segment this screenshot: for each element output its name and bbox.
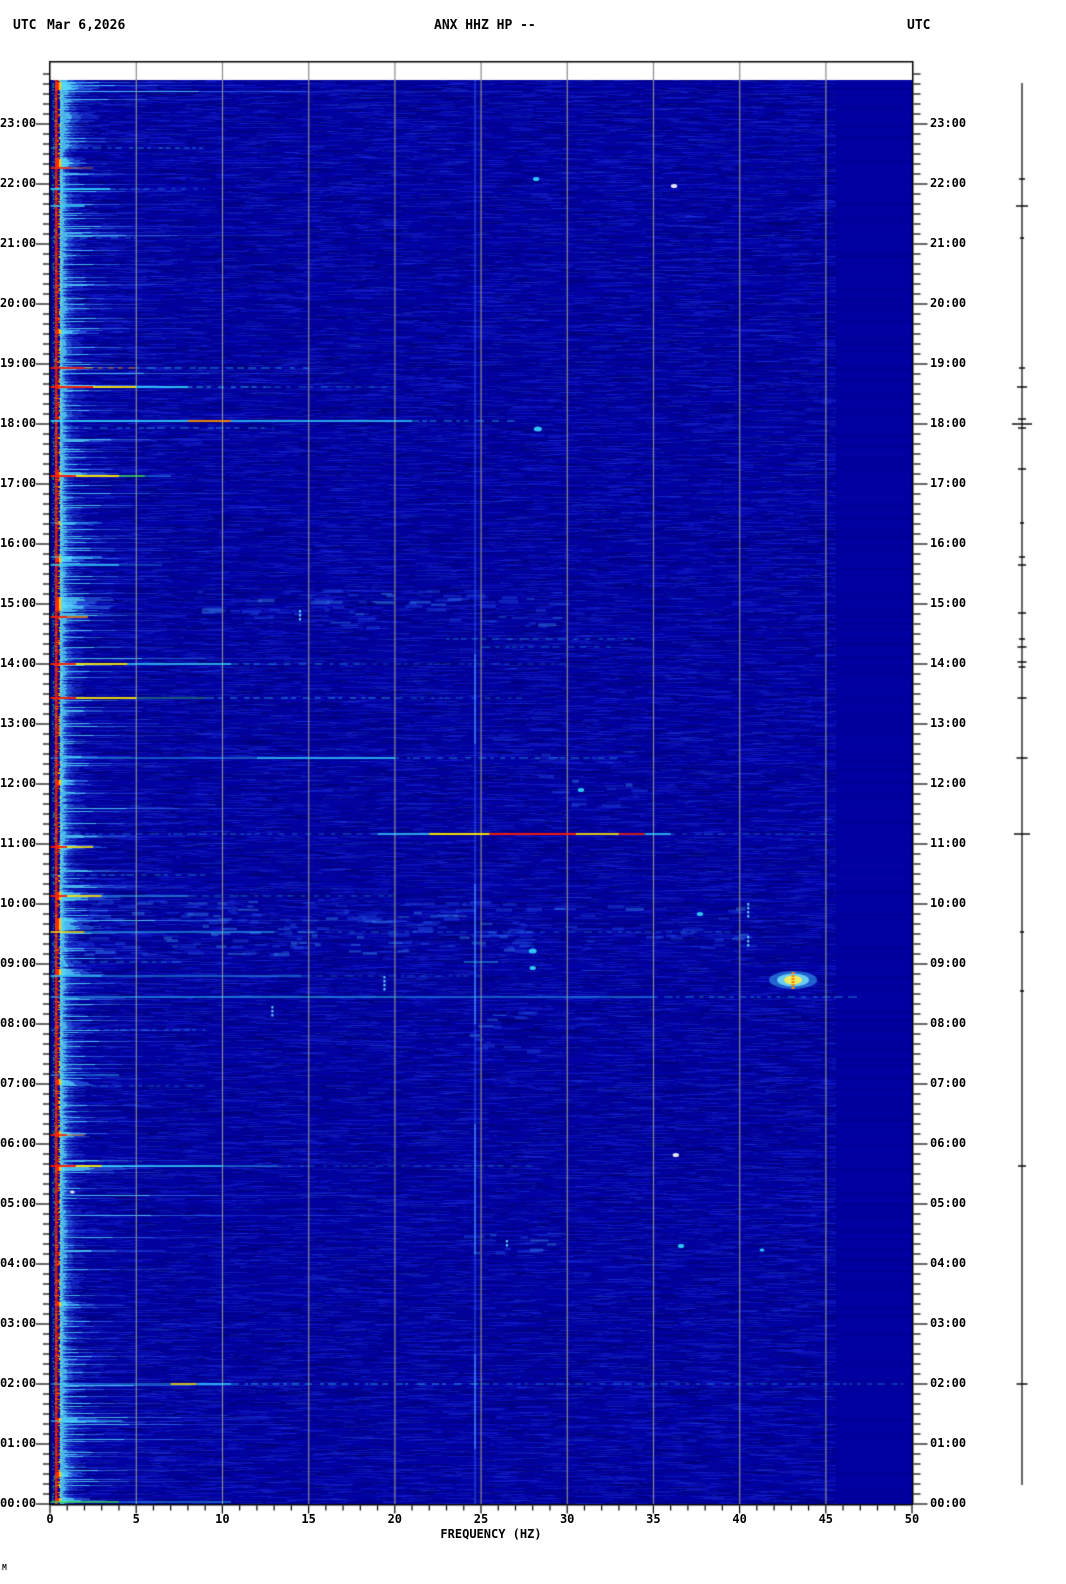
y-tick-label-left: 16:00: [0, 536, 37, 550]
y-tick-label-left: 14:00: [0, 656, 37, 670]
y-tick-label-left: 19:00: [0, 356, 37, 370]
y-tick-label-right: 07:00: [930, 1076, 967, 1090]
y-tick-label-left: 09:00: [0, 956, 37, 970]
y-tick-label-right: 19:00: [930, 356, 967, 370]
y-tick-label-right: 21:00: [930, 236, 967, 250]
y-tick-label-left: 04:00: [0, 1256, 37, 1270]
y-tick-label-right: 20:00: [930, 296, 967, 310]
y-tick-label-right: 04:00: [930, 1256, 967, 1270]
y-tick-label-left: 08:00: [0, 1016, 37, 1030]
y-tick-label-left: 18:00: [0, 416, 37, 430]
x-tick-label: 15: [301, 1512, 316, 1526]
y-tick-label-right: 11:00: [930, 836, 967, 850]
y-tick-label-right: 02:00: [930, 1376, 967, 1390]
y-tick-label-right: 10:00: [930, 896, 967, 910]
y-tick-label-right: 15:00: [930, 596, 967, 610]
corner-mark: M: [2, 1563, 7, 1572]
y-tick-label-left: 20:00: [0, 296, 37, 310]
y-tick-label-left: 02:00: [0, 1376, 37, 1390]
y-tick-label-left: 17:00: [0, 476, 37, 490]
x-tick-label: 20: [387, 1512, 403, 1526]
y-tick-label-left: 00:00: [0, 1496, 37, 1510]
y-tick-label-left: 12:00: [0, 776, 37, 790]
y-tick-label-right: 23:00: [930, 116, 967, 130]
y-tick-label-right: 01:00: [930, 1436, 967, 1450]
x-axis-title: FREQUENCY (HZ): [440, 1527, 542, 1541]
y-tick-label-right: 00:00: [930, 1496, 967, 1510]
x-tick-label: 10: [215, 1512, 230, 1526]
station-title: ANX HHZ HP --: [434, 18, 536, 33]
y-tick-label-right: 06:00: [930, 1136, 967, 1150]
x-tick-label: 5: [132, 1512, 140, 1526]
y-tick-label-right: 14:00: [930, 656, 967, 670]
y-tick-label-right: 17:00: [930, 476, 967, 490]
y-tick-label-left: 11:00: [0, 836, 37, 850]
y-tick-label-right: 03:00: [930, 1316, 967, 1330]
y-tick-label-right: 08:00: [930, 1016, 967, 1030]
y-tick-label-right: 12:00: [930, 776, 967, 790]
y-tick-label-left: 07:00: [0, 1076, 37, 1090]
timezone-label-left: UTC: [13, 18, 37, 33]
y-tick-label-right: 13:00: [930, 716, 967, 730]
y-tick-label-right: 16:00: [930, 536, 967, 550]
y-tick-label-left: 21:00: [0, 236, 37, 250]
y-tick-label-left: 23:00: [0, 116, 37, 130]
x-tick-label: 30: [559, 1512, 575, 1526]
y-tick-label-left: 01:00: [0, 1436, 37, 1450]
y-tick-label-left: 05:00: [0, 1196, 37, 1210]
x-tick-label: 45: [818, 1512, 834, 1526]
y-tick-label-left: 22:00: [0, 176, 37, 190]
x-tick-label: 50: [904, 1512, 920, 1526]
x-tick-label: 40: [732, 1512, 747, 1526]
y-tick-label-right: 18:00: [930, 416, 967, 430]
y-tick-label-left: 10:00: [0, 896, 37, 910]
timezone-label-right: UTC: [907, 18, 931, 33]
y-tick-label-left: 15:00: [0, 596, 37, 610]
y-tick-label-left: 03:00: [0, 1316, 37, 1330]
x-tick-label: 0: [46, 1512, 54, 1526]
y-tick-label-right: 05:00: [930, 1196, 967, 1210]
y-tick-label-left: 13:00: [0, 716, 37, 730]
x-tick-label: 25: [473, 1512, 489, 1526]
y-tick-label-left: 06:00: [0, 1136, 37, 1150]
y-tick-label-right: 09:00: [930, 956, 967, 970]
date-label: Mar 6,2026: [47, 18, 126, 33]
x-tick-label: 35: [646, 1512, 661, 1526]
y-tick-label-right: 22:00: [930, 176, 967, 190]
